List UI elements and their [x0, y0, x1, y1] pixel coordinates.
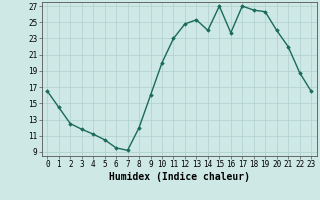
X-axis label: Humidex (Indice chaleur): Humidex (Indice chaleur) — [109, 172, 250, 182]
